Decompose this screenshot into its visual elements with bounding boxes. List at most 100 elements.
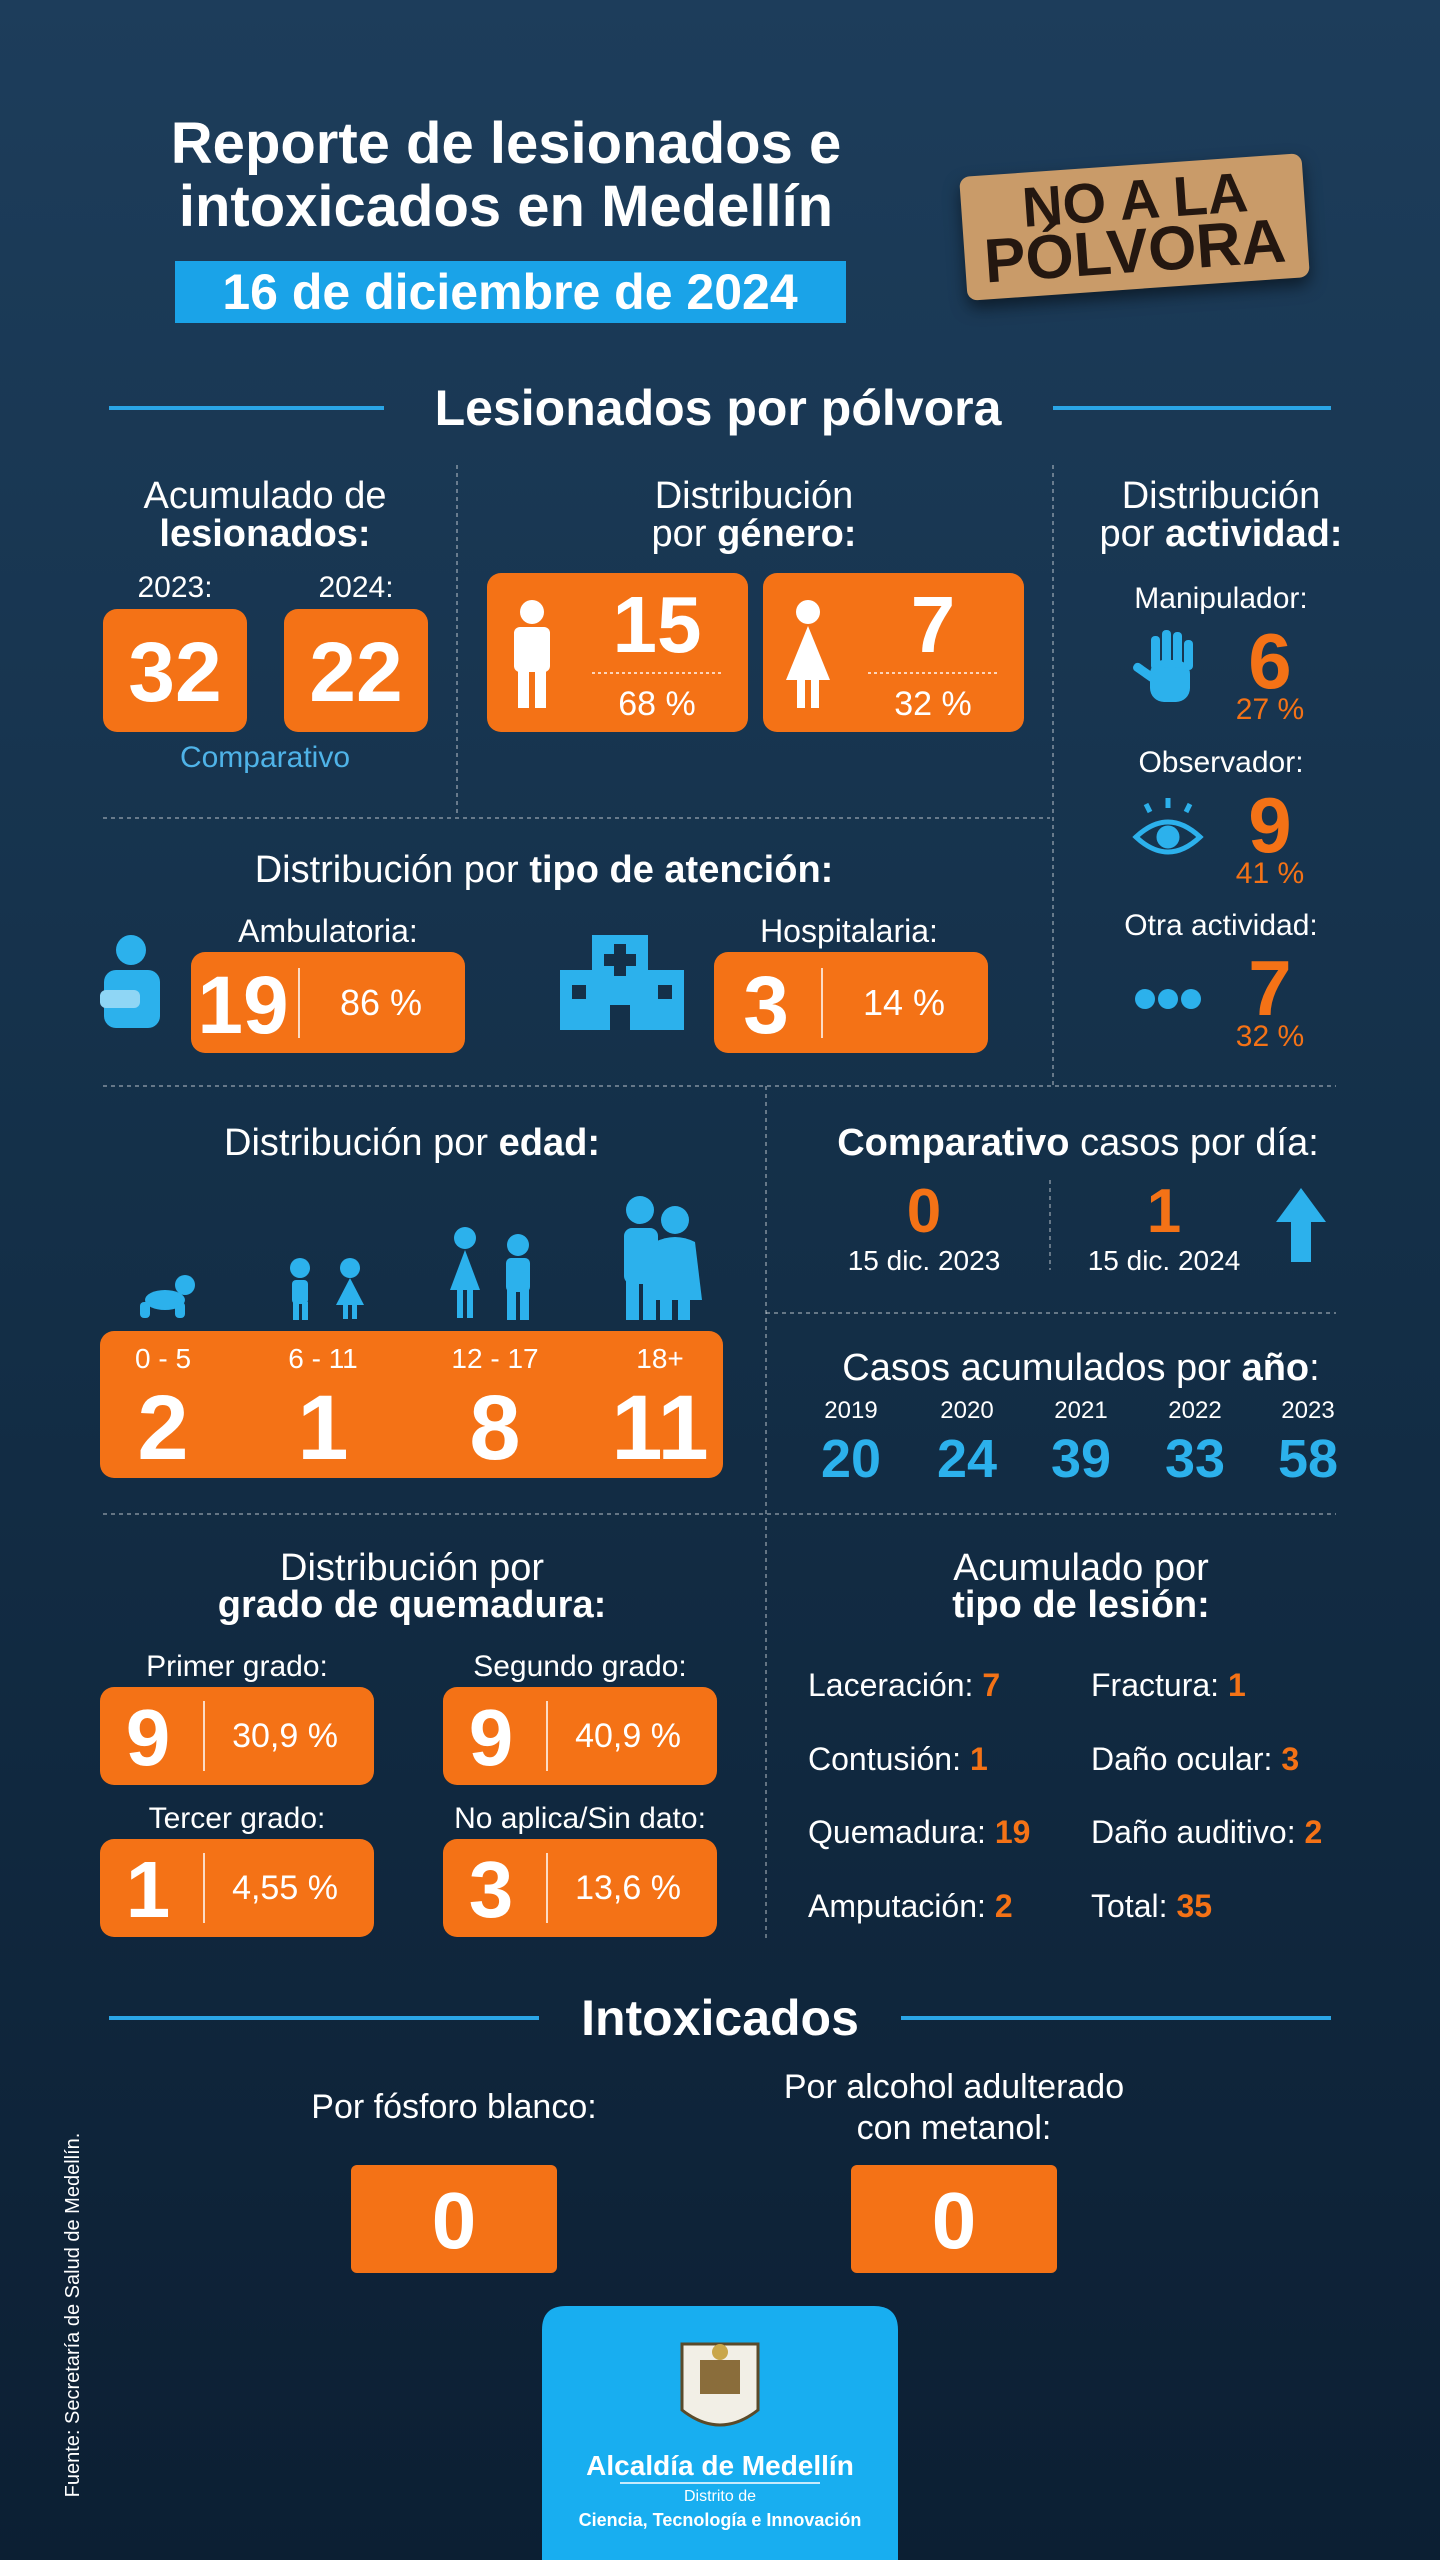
- text-part: 1: [969, 1741, 988, 1777]
- big-number: 1: [297, 1377, 349, 1479]
- lesion-item: Total: 35: [1091, 1890, 1212, 1922]
- big-number: 1: [1146, 1177, 1182, 1246]
- hand-icon: [1162, 630, 1171, 668]
- text: Acumulado de: [143, 475, 387, 517]
- age-icons: [660, 1298, 672, 1320]
- section-title: Lesionados por pólvora: [434, 380, 1002, 436]
- man-icon: [514, 627, 550, 672]
- text: Otra actividad:: [1124, 909, 1318, 942]
- logo-title: Alcaldía de Medellín: [586, 2450, 854, 2481]
- age-icons: [293, 1302, 299, 1320]
- dots-icon: [1135, 989, 1155, 1009]
- coat-of-arms: [712, 2344, 728, 2360]
- percent: 30,9 %: [232, 1717, 338, 1755]
- woman-icon: [786, 626, 830, 680]
- man-icon: [518, 668, 529, 708]
- big-number: 11: [611, 1377, 709, 1479]
- hospital-icon: [560, 935, 684, 1030]
- woman-icon: [786, 600, 830, 708]
- age-icons: [292, 1280, 308, 1304]
- text: Distribución por: [280, 1547, 544, 1589]
- age-icons: [678, 1298, 690, 1320]
- hand-icon: [1150, 660, 1190, 702]
- lesion-item: Fractura: 1: [1091, 1669, 1246, 1701]
- text-part: 19: [994, 1814, 1031, 1850]
- big-number: 39: [1050, 1429, 1112, 1489]
- date-box: [175, 261, 846, 323]
- eye-icon: [1143, 802, 1153, 814]
- text: lesionados:: [159, 513, 371, 555]
- patient-icon: [100, 935, 160, 1028]
- section-title: Intoxicados: [581, 1990, 859, 2046]
- hand-icon: [1151, 636, 1160, 670]
- text-part: 3: [1281, 1741, 1300, 1777]
- text-part: Distribución por: [254, 849, 519, 891]
- hand-icon: [1133, 630, 1193, 702]
- age-icons: [450, 1250, 480, 1290]
- percent: 32 %: [894, 685, 972, 723]
- title: intoxicados en Medellín: [178, 174, 834, 239]
- text: Segundo grado:: [473, 1650, 687, 1683]
- text: Tercer grado:: [148, 1802, 326, 1835]
- text: 2023:: [137, 571, 213, 604]
- big-number: 22: [309, 625, 403, 719]
- woman-icon: [811, 678, 819, 708]
- text-part: edad:: [498, 1122, 600, 1164]
- lesion-item: Quemadura: 19: [808, 1816, 1030, 1848]
- value-box: [100, 1331, 723, 1478]
- footer-logo-box: [542, 2306, 898, 2560]
- text: Comparativo: [179, 741, 351, 774]
- text: 15 dic. 2023: [847, 1245, 1001, 1276]
- big-number: 15: [612, 580, 702, 669]
- lesion-item: Laceración: 7: [808, 1669, 1000, 1701]
- box-divider: [546, 1853, 548, 1923]
- text-part: casos por día:: [1080, 1122, 1319, 1164]
- percent: 41 %: [1235, 857, 1305, 890]
- age-icons: [506, 1258, 530, 1292]
- age-icons: [626, 1196, 654, 1224]
- text-part: 2: [994, 1888, 1013, 1924]
- percent: 14 %: [862, 982, 946, 1023]
- big-number: 8: [469, 1377, 521, 1479]
- source: Fuente: Secretaría de Salud de Medellín.: [62, 2132, 84, 2498]
- text: con metanol:: [856, 2108, 1052, 2147]
- coat-of-arms: [620, 2342, 820, 2484]
- big-number: 7: [1248, 944, 1292, 1032]
- hand-icon: [1173, 632, 1182, 668]
- up-arrow: [1276, 1188, 1326, 1262]
- text: Manipulador:: [1134, 582, 1308, 615]
- big-number: 24: [936, 1429, 998, 1489]
- big-number: 20: [820, 1429, 882, 1489]
- value-box: [351, 2165, 557, 2273]
- hospital-icon: [604, 954, 636, 966]
- hospital-icon: [658, 985, 672, 999]
- lesion-item: Daño ocular: 3: [1091, 1743, 1299, 1775]
- big-number: 9: [468, 1693, 514, 1782]
- lesion-item: Daño auditivo: 2: [1091, 1816, 1322, 1848]
- age-icons: [140, 1302, 150, 1318]
- text-row: Distribución por edad:: [224, 1124, 600, 1162]
- big-number: 1: [125, 1845, 171, 1934]
- big-number: 7: [910, 580, 956, 669]
- date: 16 de diciembre de 2024: [222, 264, 798, 320]
- value-box: [443, 1687, 717, 1785]
- patient-icon: [116, 935, 146, 965]
- box-divider: [203, 1853, 205, 1923]
- text-part: Laceración:: [808, 1667, 974, 1703]
- text: 2024:: [318, 571, 394, 604]
- big-number: 2: [137, 1377, 189, 1479]
- text: 0 - 5: [134, 1343, 192, 1374]
- text: Distribución: [654, 475, 854, 517]
- big-number: 9: [1248, 781, 1292, 869]
- text-part: Daño ocular:: [1091, 1741, 1273, 1777]
- percent: 32 %: [1235, 1020, 1305, 1053]
- box-divider: [546, 1701, 548, 1771]
- age-icons: [507, 1234, 529, 1256]
- value-box: [851, 2165, 1057, 2273]
- big-number: 6: [1248, 617, 1292, 705]
- age-icons: [175, 1275, 195, 1295]
- big-number: 0: [931, 2176, 977, 2265]
- text-part: por: [651, 513, 707, 555]
- text: No aplica/Sin dato:: [454, 1802, 706, 1835]
- man-icon: [520, 600, 544, 624]
